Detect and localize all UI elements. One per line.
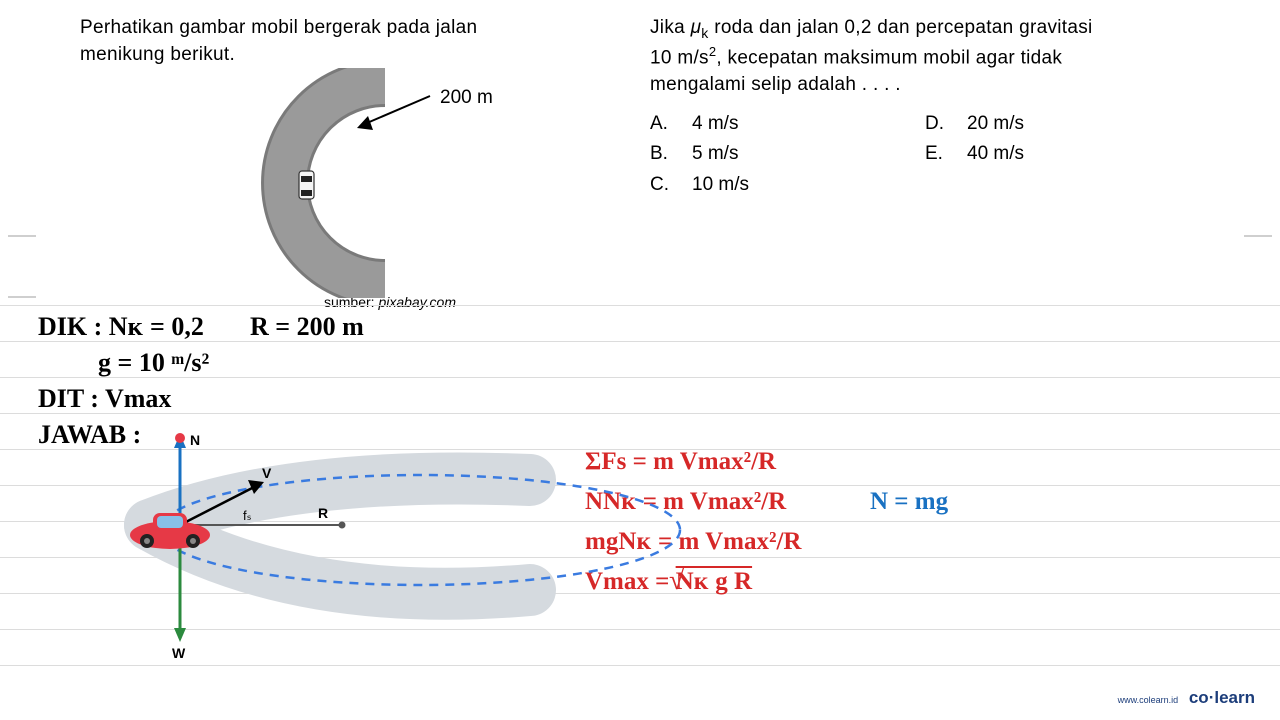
option-text: 5 m/s [692, 139, 738, 169]
svg-text:fₛ: fₛ [243, 508, 252, 523]
option-text: 40 m/s [967, 139, 1024, 169]
problem-text-left-2: menikung berikut. [80, 42, 630, 69]
text-fragment: Jika [650, 17, 691, 38]
option-c: C. 10 m/s [650, 170, 925, 200]
option-d: D. 20 m/s [925, 109, 1200, 139]
option-b: B. 5 m/s [650, 139, 925, 169]
problem-text-right-2: 10 m/s2, kecepatan maksimum mobil agar t… [650, 43, 1200, 72]
brand-logo: www.colearn.id co·learn [1118, 688, 1255, 708]
svg-text:W: W [172, 645, 186, 661]
hw-dit: DIT : Vmax [38, 384, 171, 414]
margin-tick [1244, 235, 1272, 237]
radius-label-svg: 200 m [440, 87, 493, 108]
option-letter: B. [650, 139, 674, 169]
problem-text-right-3: mengalami selip adalah . . . . [650, 72, 1200, 99]
margin-tick [8, 296, 36, 298]
text-fragment: 10 m/s [650, 48, 709, 69]
problem-text-left-1: Perhatikan gambar mobil bergerak pada ja… [80, 15, 630, 42]
hw-eq2b: N = mg [870, 488, 948, 516]
subscript-k: k [701, 25, 708, 41]
brand-url: www.colearn.id [1118, 695, 1179, 705]
curve-diagram-container: 200 m [80, 78, 630, 288]
option-a: A. 4 m/s [650, 109, 925, 139]
problem-text-right-1: Jika μk roda dan jalan 0,2 dan percepata… [650, 15, 1200, 43]
problem-right-column: Jika μk roda dan jalan 0,2 dan percepata… [650, 15, 1200, 310]
text-fragment: roda dan jalan 0,2 dan percepatan gravit… [709, 17, 1093, 38]
option-text: 10 m/s [692, 170, 749, 200]
option-text: 20 m/s [967, 109, 1024, 139]
text-fragment: , kecepatan maksimum mobil agar tidak [716, 48, 1062, 69]
svg-text:N: N [190, 432, 200, 448]
option-text: 4 m/s [692, 109, 738, 139]
curve-road-figure: 200 m [295, 78, 415, 288]
brand-name: co·learn [1189, 688, 1255, 707]
svg-text:R: R [318, 505, 328, 521]
problem-left-column: Perhatikan gambar mobil bergerak pada ja… [80, 15, 630, 310]
answer-options: A. 4 m/s B. 5 m/s C. 10 m/s D. 20 m/s E. 40 m… [650, 109, 1200, 200]
option-letter: A. [650, 109, 674, 139]
hw-g: g = 10 ᵐ/s² [98, 348, 209, 378]
mu-symbol: μ [691, 17, 702, 38]
hw-R: R = 200 m [250, 312, 364, 342]
problem-header: Perhatikan gambar mobil bergerak pada ja… [0, 0, 1280, 315]
option-letter: D. [925, 109, 949, 139]
margin-tick [8, 235, 36, 237]
force-diagram: N V fₛ R W [110, 420, 870, 680]
option-letter: E. [925, 139, 949, 169]
option-e: E. 40 m/s [925, 139, 1200, 169]
svg-text:V: V [262, 465, 272, 481]
option-letter: C. [650, 170, 674, 200]
paper-line [0, 413, 1280, 414]
hw-dik: DIK : Nᴋ = 0,2 [38, 312, 204, 342]
